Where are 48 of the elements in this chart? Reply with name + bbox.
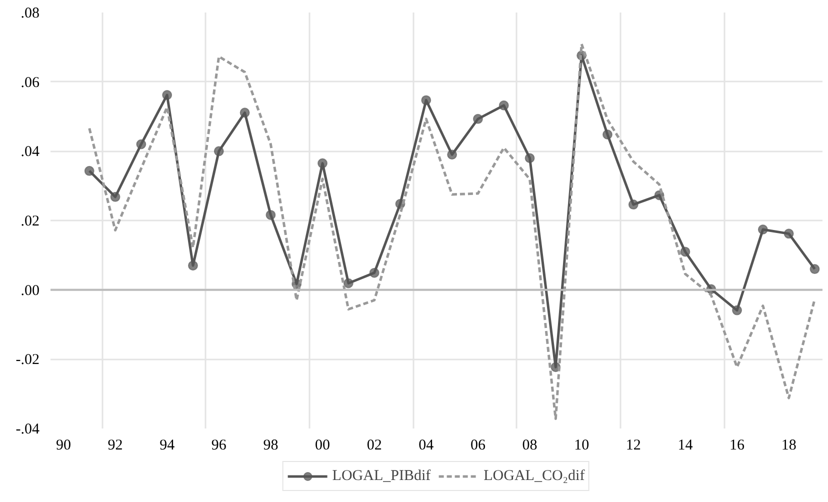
point	[84, 166, 94, 176]
x-tick-label: 02	[366, 438, 382, 454]
x-tick-label: 12	[626, 438, 641, 454]
y-tick-label: -.02	[16, 352, 40, 368]
x-tick-label: 14	[678, 438, 694, 454]
point	[369, 268, 380, 278]
x-tick-label: 96	[211, 438, 227, 454]
x-tick-label: 16	[730, 438, 746, 454]
x-tick-label: 98	[263, 438, 278, 454]
point	[810, 264, 820, 274]
x-tick-label: 04	[418, 438, 434, 454]
y-tick-label: -.04	[16, 422, 40, 438]
y-tick-label: .06	[20, 74, 40, 91]
x-tick-label: 18	[781, 438, 796, 454]
point	[214, 146, 224, 156]
point	[136, 139, 146, 150]
point	[240, 108, 250, 118]
legend-label: LOGAL_PIBdif	[332, 468, 431, 484]
line-series	[88, 42, 816, 420]
x-tick-label: 94	[160, 438, 176, 454]
point	[318, 158, 328, 168]
point	[447, 150, 458, 160]
x-tick-label: 90	[56, 438, 71, 454]
x-tick-label: 08	[522, 438, 538, 454]
point	[784, 228, 794, 239]
y-tick-label: .08	[20, 6, 40, 22]
point	[188, 260, 198, 271]
point	[602, 130, 612, 140]
point	[758, 224, 768, 235]
x-tick-label: 10	[574, 438, 590, 454]
point	[162, 90, 172, 100]
y-tick-label: .04	[20, 144, 40, 160]
y-tick-label: .02	[20, 214, 40, 230]
point	[421, 95, 432, 106]
y-tick-label: .00	[20, 282, 40, 299]
point	[110, 192, 120, 202]
point	[524, 153, 535, 164]
point	[732, 305, 742, 316]
x-tick-label: 00	[315, 438, 330, 454]
legend-label: LOGAL_CO₂dif	[484, 468, 585, 484]
point	[343, 278, 354, 288]
point	[266, 210, 276, 220]
x-tick-label: 92	[108, 438, 123, 454]
x-tick-label: 06	[470, 438, 486, 454]
point	[472, 114, 483, 124]
point	[680, 246, 690, 257]
point	[498, 100, 509, 110]
point	[628, 200, 638, 210]
